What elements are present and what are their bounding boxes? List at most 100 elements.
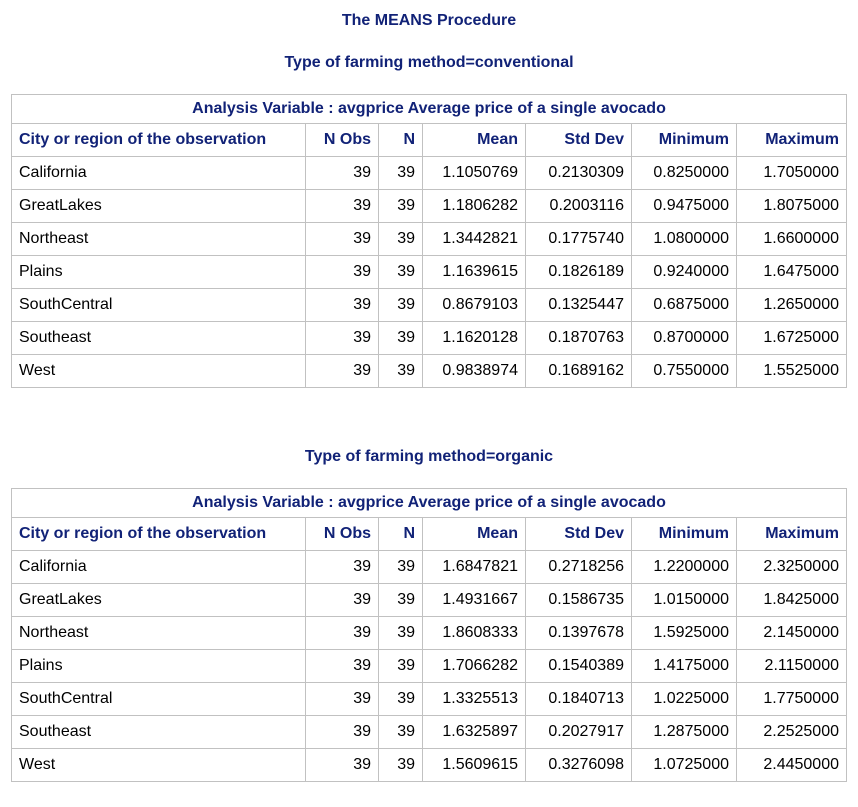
cell-city: West — [11, 748, 306, 782]
cell-n: 39 — [378, 583, 423, 617]
table-row: Northeast 39 39 1.8608333 0.1397678 1.5925000… — [11, 616, 847, 650]
table-row: Plains 39 39 1.7066282 0.1540389 1.4175000 2.1… — [11, 649, 847, 683]
cell-minimum: 1.2875000 — [631, 715, 737, 749]
cell-maximum: 1.6725000 — [736, 321, 847, 355]
cell-stddev: 0.1870763 — [525, 321, 632, 355]
cell-mean: 1.1806282 — [422, 189, 526, 223]
cell-nobs: 39 — [305, 583, 379, 617]
cell-n: 39 — [378, 354, 423, 388]
cell-stddev: 0.1840713 — [525, 682, 632, 716]
cell-mean: 0.8679103 — [422, 288, 526, 322]
cell-nobs: 39 — [305, 748, 379, 782]
cell-mean: 1.3325513 — [422, 682, 526, 716]
cell-mean: 1.1620128 — [422, 321, 526, 355]
cell-mean: 1.1639615 — [422, 255, 526, 289]
cell-n: 39 — [378, 288, 423, 322]
cell-n: 39 — [378, 321, 423, 355]
cell-nobs: 39 — [305, 321, 379, 355]
procedure-title: The MEANS Procedure — [341, 12, 517, 29]
cell-mean: 1.5609615 — [422, 748, 526, 782]
cell-stddev: 0.2130309 — [525, 156, 632, 190]
cell-mean: 1.3442821 — [422, 222, 526, 256]
cell-nobs: 39 — [305, 222, 379, 256]
cell-minimum: 0.8250000 — [631, 156, 737, 190]
column-header-row: City or region of the observation N Obs … — [11, 517, 847, 551]
table-row: Northeast 39 39 1.3442821 0.1775740 1.0800000… — [11, 222, 847, 256]
cell-city: GreatLakes — [11, 583, 306, 617]
cell-stddev: 0.1540389 — [525, 649, 632, 683]
means-table-organic: Analysis Variable : avgprice Average pri… — [11, 488, 847, 782]
cell-minimum: 0.9475000 — [631, 189, 737, 223]
analysis-variable-header: Analysis Variable : avgprice Average pri… — [11, 94, 847, 124]
cell-nobs: 39 — [305, 682, 379, 716]
table-row: West 39 39 1.5609615 0.3276098 1.0725000 2.445… — [11, 748, 847, 782]
cell-stddev: 0.1775740 — [525, 222, 632, 256]
column-header-n: N — [378, 517, 423, 551]
cell-stddev: 0.1325447 — [525, 288, 632, 322]
cell-minimum: 1.2200000 — [631, 550, 737, 584]
cell-stddev: 0.1689162 — [525, 354, 632, 388]
by-group-title-conventional: Type of farming method=conventional — [284, 54, 574, 71]
cell-nobs: 39 — [305, 715, 379, 749]
analysis-variable-header: Analysis Variable : avgprice Average pri… — [11, 488, 847, 518]
cell-city: GreatLakes — [11, 189, 306, 223]
column-header-maximum: Maximum — [736, 123, 847, 157]
column-header-minimum: Minimum — [631, 123, 737, 157]
cell-maximum: 2.2525000 — [736, 715, 847, 749]
column-header-mean: Mean — [422, 123, 526, 157]
column-header-n: N — [378, 123, 423, 157]
cell-maximum: 2.3250000 — [736, 550, 847, 584]
cell-stddev: 0.1826189 — [525, 255, 632, 289]
cell-n: 39 — [378, 222, 423, 256]
cell-city: Plains — [11, 255, 306, 289]
cell-city: SouthCentral — [11, 288, 306, 322]
table-row: Southeast 39 39 1.1620128 0.1870763 0.8700000… — [11, 321, 847, 355]
cell-city: Southeast — [11, 715, 306, 749]
table-row: West 39 39 0.9838974 0.1689162 0.7550000 1.552… — [11, 354, 847, 388]
cell-n: 39 — [378, 616, 423, 650]
column-header-city: City or region of the observation — [11, 517, 306, 551]
table-row: Plains 39 39 1.1639615 0.1826189 0.9240000 1.6… — [11, 255, 847, 289]
cell-city: California — [11, 156, 306, 190]
column-header-nobs: N Obs — [305, 517, 379, 551]
table-row: GreatLakes 39 39 1.4931667 0.1586735 1.015000… — [11, 583, 847, 617]
cell-minimum: 0.8700000 — [631, 321, 737, 355]
cell-mean: 1.1050769 — [422, 156, 526, 190]
means-table-conventional: Analysis Variable : avgprice Average pri… — [11, 94, 847, 388]
cell-nobs: 39 — [305, 354, 379, 388]
cell-maximum: 1.6475000 — [736, 255, 847, 289]
cell-mean: 1.7066282 — [422, 649, 526, 683]
cell-nobs: 39 — [305, 649, 379, 683]
cell-n: 39 — [378, 649, 423, 683]
cell-nobs: 39 — [305, 255, 379, 289]
column-header-city: City or region of the observation — [11, 123, 306, 157]
cell-maximum: 1.7050000 — [736, 156, 847, 190]
cell-maximum: 1.5525000 — [736, 354, 847, 388]
cell-nobs: 39 — [305, 616, 379, 650]
cell-minimum: 1.5925000 — [631, 616, 737, 650]
cell-city: Northeast — [11, 616, 306, 650]
cell-city: Southeast — [11, 321, 306, 355]
column-header-nobs: N Obs — [305, 123, 379, 157]
table-row: California 39 39 1.1050769 0.2130309 0.825000… — [11, 156, 847, 190]
cell-nobs: 39 — [305, 189, 379, 223]
cell-stddev: 0.2718256 — [525, 550, 632, 584]
cell-n: 39 — [378, 550, 423, 584]
cell-maximum: 2.4450000 — [736, 748, 847, 782]
cell-n: 39 — [378, 748, 423, 782]
cell-maximum: 1.7750000 — [736, 682, 847, 716]
cell-stddev: 0.2003116 — [525, 189, 632, 223]
cell-maximum: 1.2650000 — [736, 288, 847, 322]
cell-stddev: 0.1586735 — [525, 583, 632, 617]
table-row: GreatLakes 39 39 1.1806282 0.2003116 0.947500… — [11, 189, 847, 223]
cell-city: West — [11, 354, 306, 388]
cell-maximum: 1.6600000 — [736, 222, 847, 256]
column-header-mean: Mean — [422, 517, 526, 551]
cell-n: 39 — [378, 682, 423, 716]
cell-n: 39 — [378, 255, 423, 289]
column-header-minimum: Minimum — [631, 517, 737, 551]
cell-minimum: 1.0800000 — [631, 222, 737, 256]
table-row: SouthCentral 39 39 0.8679103 0.1325447 0.6875… — [11, 288, 847, 322]
cell-n: 39 — [378, 156, 423, 190]
cell-n: 39 — [378, 189, 423, 223]
